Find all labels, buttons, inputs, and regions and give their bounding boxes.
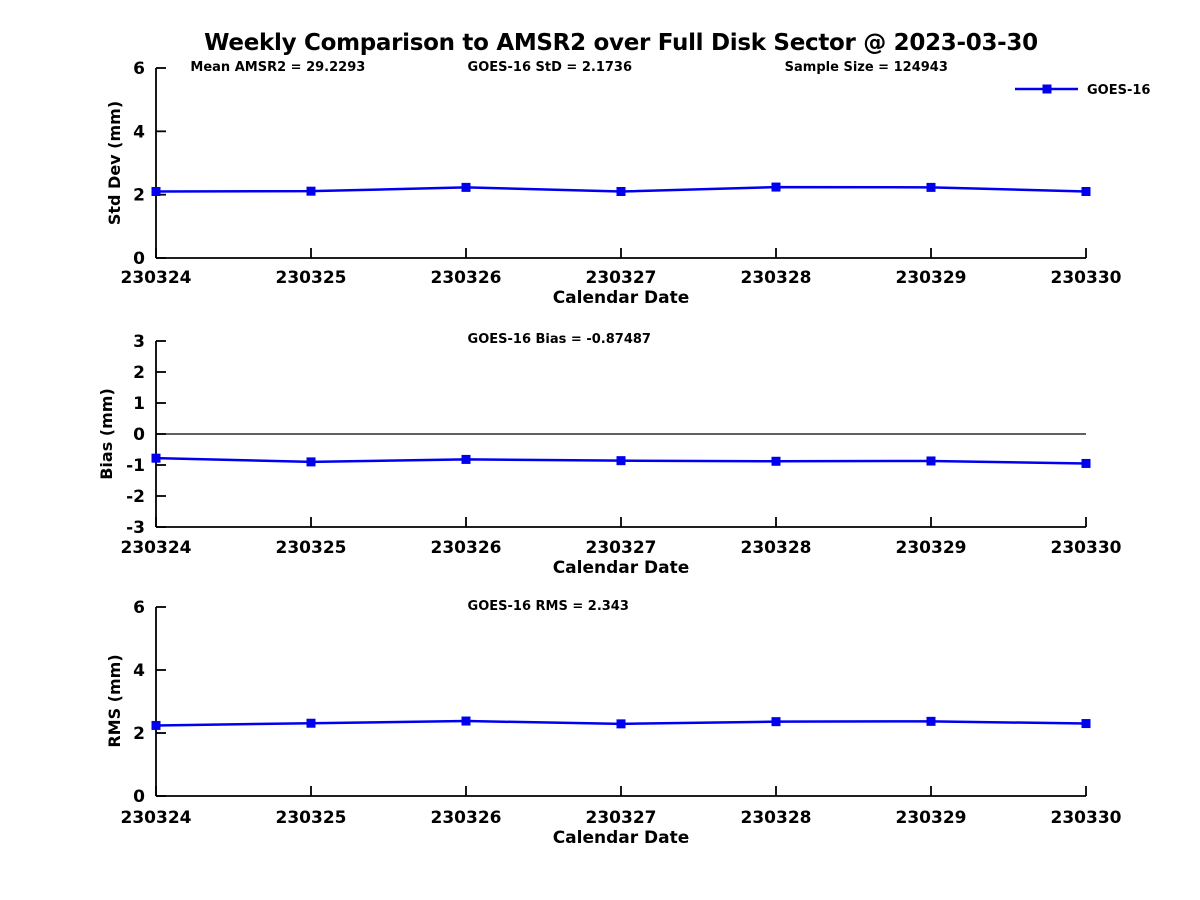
subplot-1: 0 2 4 6 230324 230325 230326 230327 230328 230329… <box>105 59 1150 308</box>
x-tick-label: 230326 <box>431 538 502 558</box>
x-tick-label: 230330 <box>1051 808 1122 828</box>
data-marker <box>1081 719 1091 729</box>
y-tick-label: 0 <box>133 425 145 445</box>
data-marker <box>306 718 316 728</box>
x-axis-title: Calendar Date <box>553 828 690 848</box>
x-tick-label: 230325 <box>276 808 347 828</box>
x-tick-label: 230324 <box>121 808 192 828</box>
y-tick-label: 2 <box>133 724 145 744</box>
annotation: Mean AMSR2 = 29.2293 <box>190 60 365 75</box>
annotation: GOES-16 RMS = 2.343 <box>468 599 629 614</box>
data-marker <box>306 186 316 196</box>
y-tick-label: -1 <box>126 456 145 476</box>
x-tick-label: 230327 <box>586 538 657 558</box>
y-axis-title: Bias (mm) <box>97 388 116 480</box>
data-marker <box>461 182 471 192</box>
data-marker <box>771 456 781 466</box>
y-tick-label: 4 <box>133 122 145 142</box>
annotation: GOES-16 StD = 2.1736 <box>468 60 632 75</box>
data-marker <box>1081 187 1091 196</box>
x-tick-label: 230330 <box>1051 538 1122 558</box>
data-marker <box>926 182 936 192</box>
y-tick-label: 0 <box>133 787 145 807</box>
x-tick-label: 230324 <box>121 538 192 558</box>
x-tick-label: 230326 <box>431 268 502 288</box>
x-tick-label: 230328 <box>741 808 812 828</box>
x-tick-label: 230329 <box>896 268 967 288</box>
y-tick-label: 6 <box>133 59 145 79</box>
data-marker <box>926 716 936 726</box>
subplot-3: 0 2 4 6 230324 230325 230326 230327 230328 230329… <box>105 598 1122 848</box>
data-marker <box>771 717 781 727</box>
data-marker <box>616 187 626 196</box>
y-tick-label: 2 <box>133 186 145 206</box>
x-axis-title: Calendar Date <box>553 558 690 578</box>
x-tick-label: 230326 <box>431 808 502 828</box>
x-tick-label: 230328 <box>741 268 812 288</box>
x-tick-label: 230329 <box>896 538 967 558</box>
data-marker <box>306 457 316 467</box>
data-marker <box>461 454 471 464</box>
y-tick-label: -2 <box>126 487 145 507</box>
x-tick-label: 230325 <box>276 268 347 288</box>
subplot-2: -3 -2 -1 0 1 2 3 230324 230325 230326 230327 230328… <box>97 332 1122 578</box>
data-marker <box>616 456 626 466</box>
data-marker <box>151 453 161 463</box>
y-tick-label: 0 <box>133 249 145 269</box>
y-tick-label: 3 <box>133 332 145 352</box>
x-tick-label: 230329 <box>896 808 967 828</box>
legend-label: GOES-16 <box>1087 83 1150 98</box>
data-marker <box>771 182 781 192</box>
x-tick-label: 230325 <box>276 538 347 558</box>
data-marker <box>616 719 626 729</box>
data-marker <box>1081 458 1091 468</box>
x-tick-label: 230330 <box>1051 268 1122 288</box>
x-tick-label: 230328 <box>741 538 812 558</box>
figure-title: Weekly Comparison to AMSR2 over Full Dis… <box>204 30 1038 56</box>
y-tick-label: -3 <box>126 518 145 538</box>
y-tick-label: 1 <box>133 394 145 414</box>
y-tick-label: 4 <box>133 661 145 681</box>
x-tick-label: 230327 <box>586 268 657 288</box>
data-marker <box>151 720 161 730</box>
annotation: GOES-16 Bias = -0.87487 <box>468 332 651 347</box>
data-marker <box>926 456 936 466</box>
data-marker <box>151 187 161 196</box>
y-axis-title: RMS (mm) <box>105 654 124 747</box>
y-tick-label: 6 <box>133 598 145 618</box>
x-tick-label: 230327 <box>586 808 657 828</box>
data-marker <box>461 716 471 726</box>
x-tick-label: 230324 <box>121 268 192 288</box>
y-tick-label: 2 <box>133 363 145 383</box>
y-axis-title: Std Dev (mm) <box>105 101 124 225</box>
legend-marker <box>1042 84 1052 94</box>
x-axis-title: Calendar Date <box>553 288 690 308</box>
annotation: Sample Size = 124943 <box>785 60 948 75</box>
